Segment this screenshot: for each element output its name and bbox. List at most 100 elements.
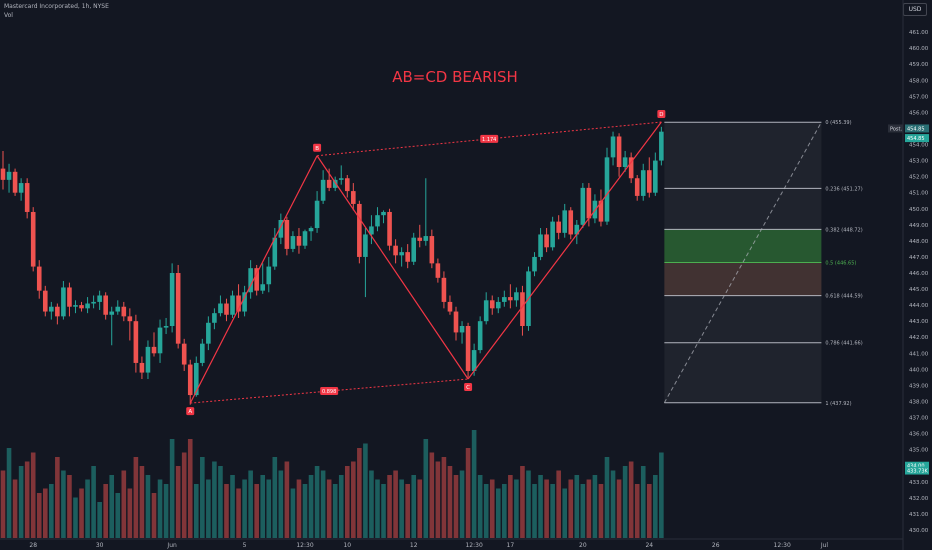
volume-bar <box>423 439 429 538</box>
volume-bar <box>586 479 592 538</box>
volume-bar <box>302 484 308 538</box>
y-tick-label: 450.00 <box>909 207 929 213</box>
volume-bar <box>218 466 223 538</box>
candle-body <box>562 210 568 233</box>
candle-body <box>157 327 163 354</box>
pattern-leg <box>189 155 318 404</box>
candle-body <box>36 266 42 291</box>
candle-body <box>429 236 435 264</box>
candle-body <box>659 131 664 161</box>
y-tick-label: 460.00 <box>909 46 929 52</box>
candle-body <box>532 256 537 272</box>
volume-bar <box>12 479 18 538</box>
pattern-ratio-line <box>190 378 469 404</box>
volume-bar <box>628 461 634 538</box>
candle-body <box>61 287 66 317</box>
volume-label[interactable]: Vol <box>4 12 13 19</box>
price-badge-tag <box>888 124 903 133</box>
volume-bar <box>532 484 537 538</box>
candle-body <box>326 179 332 188</box>
candle-body <box>290 236 296 249</box>
candle-body <box>646 170 652 193</box>
y-tick-label: 433.00 <box>909 480 929 486</box>
volume-bar <box>622 466 628 538</box>
volume-bar <box>193 484 199 538</box>
volume-bar <box>477 475 483 538</box>
candle-body <box>18 183 24 193</box>
candle-body <box>284 220 290 249</box>
candle-body <box>520 292 525 326</box>
candle-body <box>91 301 96 304</box>
volume-bar <box>447 466 453 538</box>
volume-bar <box>562 488 568 538</box>
symbol-title[interactable]: Mastercard Incorporated, 1h, NYSE <box>4 3 109 10</box>
y-tick-label: 457.00 <box>909 94 929 100</box>
candle-body <box>193 362 199 396</box>
candle-body <box>477 321 483 351</box>
candle-body <box>6 171 12 180</box>
volume-bar <box>308 475 314 538</box>
volume-bar <box>133 457 139 538</box>
x-tick-label: Jul <box>820 542 829 549</box>
candle-body <box>574 224 580 235</box>
volume-bar <box>483 484 489 538</box>
y-tick-label: 456.00 <box>909 110 929 116</box>
candle-body <box>49 306 54 312</box>
pattern-ratio-badge <box>320 387 339 396</box>
candle-body <box>459 326 465 333</box>
volume-bar <box>145 475 151 538</box>
fib-zone <box>664 188 822 230</box>
volume-bar <box>67 475 72 538</box>
candle-body <box>230 295 235 315</box>
volume-bar <box>61 470 66 538</box>
x-tick-label: 17 <box>507 542 515 549</box>
volume-bar <box>387 475 392 538</box>
volume-bar <box>592 475 598 538</box>
candle-body <box>67 287 72 307</box>
volume-bar <box>139 466 145 538</box>
volume-bar <box>42 488 48 538</box>
volume-bar <box>399 479 404 538</box>
candle-body <box>133 321 139 363</box>
volume-bar <box>36 493 42 538</box>
y-tick-label: 438.00 <box>909 399 929 405</box>
candle-body <box>218 303 223 314</box>
volume-bar <box>465 448 471 538</box>
x-tick-label: 12:30 <box>774 542 791 549</box>
candle-body <box>121 306 127 317</box>
x-tick-label: Jun <box>166 542 177 549</box>
volume-bar <box>236 488 241 538</box>
volume-bar <box>18 466 24 538</box>
candle-body <box>453 311 459 333</box>
candle-body <box>495 301 501 309</box>
volume-bar <box>369 470 374 538</box>
price-badge <box>905 134 929 143</box>
volume-bar <box>242 479 247 538</box>
candle-body <box>357 203 362 257</box>
candle-body <box>0 168 6 180</box>
volume-bar <box>653 475 658 538</box>
candle-body <box>393 245 398 256</box>
candle-body <box>405 252 410 262</box>
volume-bar <box>260 475 266 538</box>
y-tick-label: 432.00 <box>909 496 929 502</box>
volume-bar <box>296 479 302 538</box>
volume-bar <box>640 466 646 538</box>
candle-body <box>97 295 102 302</box>
volume-bar <box>429 452 435 538</box>
candle-body <box>381 211 386 216</box>
pattern-point-badge <box>464 383 473 391</box>
volume-bar <box>91 466 96 538</box>
fib-zone <box>664 295 822 343</box>
candle-body <box>127 316 133 322</box>
y-tick-label: 458.00 <box>909 78 929 84</box>
y-tick-label: 461.00 <box>909 30 929 36</box>
candle-body <box>145 346 151 373</box>
volume-bar <box>441 457 447 538</box>
y-tick-label: 436.00 <box>909 432 929 438</box>
volume-bar <box>326 479 332 538</box>
volume-bar <box>453 475 459 538</box>
fib-level-label: 1 (437.92) <box>825 401 851 407</box>
candle-body <box>387 211 392 246</box>
